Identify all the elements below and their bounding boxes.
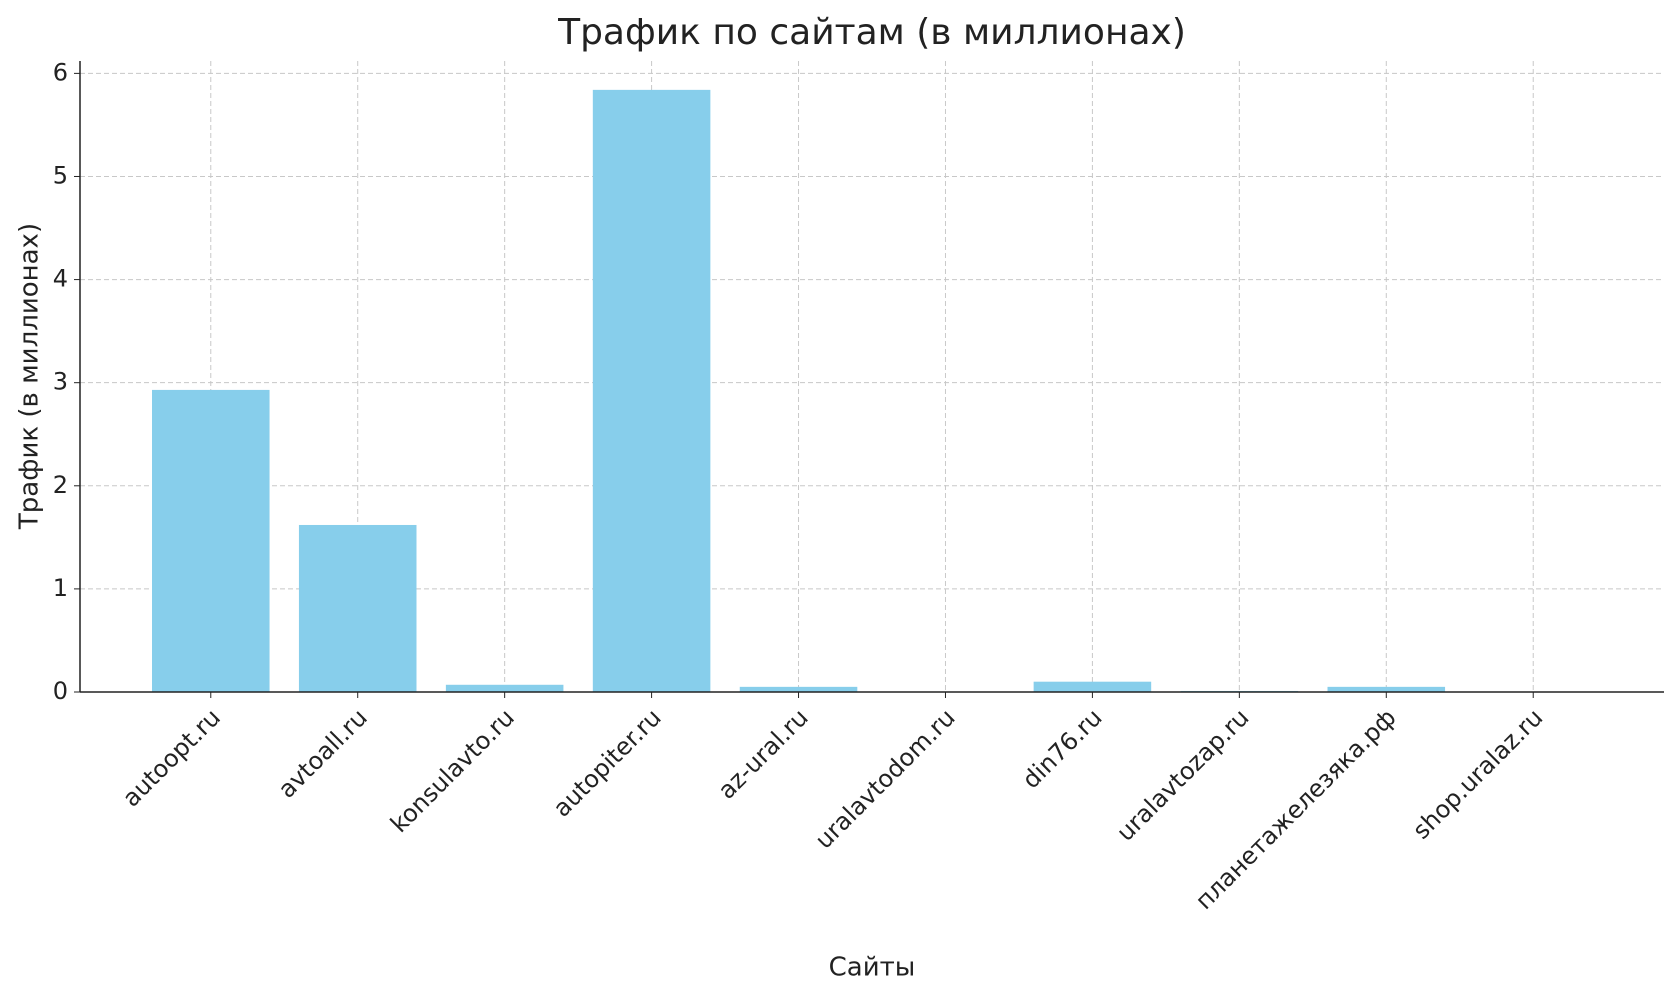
bar: [298, 524, 417, 692]
x-tick-label: shop.uralaz.ru: [1407, 703, 1548, 844]
x-tick-label: az-ural.ru: [713, 703, 814, 804]
bar: [739, 686, 858, 692]
y-tick-label: 3: [53, 368, 68, 396]
y-tick-label: 5: [53, 161, 68, 189]
x-tick-label: avtoall.ru: [273, 703, 373, 803]
chart-title: Трафик по сайтам (в миллионах): [557, 12, 1186, 53]
bar: [592, 89, 711, 693]
x-tick-label: autopiter.ru: [548, 703, 667, 822]
bar: [445, 684, 564, 692]
y-tick-label: 2: [53, 471, 68, 499]
x-tick-label: din76.ru: [1017, 703, 1108, 794]
y-tick-label: 1: [53, 574, 68, 602]
bar: [1327, 686, 1446, 692]
bar: [1033, 681, 1152, 692]
y-tick-label: 6: [53, 58, 68, 86]
y-tick-label: 0: [53, 677, 68, 705]
x-tick-label: autoopt.ru: [117, 703, 226, 812]
bar: [152, 389, 270, 692]
y-axis-label: Трафик (в миллионах): [15, 223, 45, 530]
x-tick-label: uralavtozap.ru: [1111, 703, 1254, 846]
x-tick-label: uralavtodom.ru: [810, 703, 961, 854]
x-axis-label: Сайты: [829, 953, 916, 983]
y-tick-label: 4: [53, 265, 68, 293]
x-tick-label: konsulavto.ru: [385, 703, 520, 838]
